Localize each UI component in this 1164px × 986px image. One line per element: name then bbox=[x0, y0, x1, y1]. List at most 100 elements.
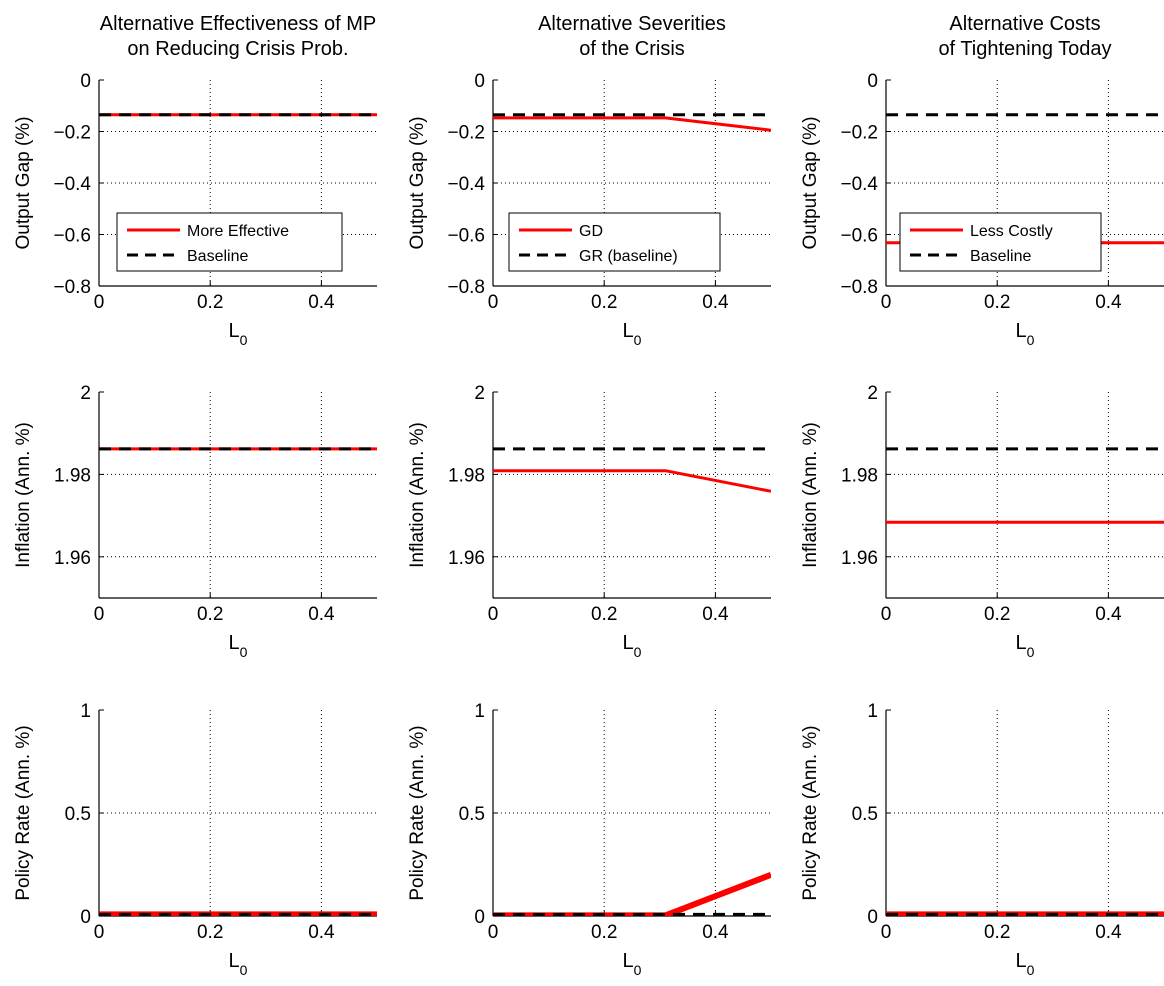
y-tick-label: 1 bbox=[80, 701, 91, 722]
x-tick-label: 0.2 bbox=[984, 604, 1010, 625]
y-tick-label: −0.8 bbox=[447, 277, 485, 298]
x-axis-label: L0 bbox=[623, 950, 642, 978]
y-tick-label: −0.6 bbox=[53, 226, 91, 247]
x-axis-label: L0 bbox=[623, 632, 642, 660]
chart-title-line: of Tightening Today bbox=[938, 38, 1111, 60]
chart-title-line: on Reducing Crisis Prob. bbox=[127, 38, 348, 60]
y-tick-label: 1.96 bbox=[448, 548, 485, 569]
y-tick-label: 0.5 bbox=[852, 804, 878, 825]
legend-box bbox=[508, 212, 721, 272]
legend-label: Baseline bbox=[187, 248, 248, 265]
x-tick-label: 0.2 bbox=[197, 604, 223, 625]
x-tick-label: 0.2 bbox=[197, 292, 223, 313]
y-axis-label: Inflation (Ann. %) bbox=[13, 422, 34, 568]
x-tick-label: 0 bbox=[881, 604, 892, 625]
y-axis-label: Output Gap (%) bbox=[13, 116, 34, 249]
x-tick-label: 0.2 bbox=[984, 292, 1010, 313]
chart-panel-3: 0 0.2 0.4 0 −0.2 −0.4 −0.6 −0.8 Output Gap (%) L0… bbox=[800, 13, 1164, 348]
x-axis-label: L0 bbox=[623, 320, 642, 348]
chart-title-line: Alternative Effectiveness of MP bbox=[100, 13, 376, 35]
y-axis-label: Output Gap (%) bbox=[407, 116, 428, 249]
y-tick-label: 1.96 bbox=[54, 548, 91, 569]
y-axis-label: Policy Rate (Ann. %) bbox=[407, 725, 428, 900]
y-tick-label: 0 bbox=[867, 71, 878, 92]
series-line-1 bbox=[493, 116, 771, 132]
x-tick-label: 0.4 bbox=[308, 292, 335, 313]
y-tick-label: −0.6 bbox=[447, 226, 485, 247]
y-tick-label: −0.4 bbox=[447, 174, 485, 195]
y-tick-label: 0.5 bbox=[459, 804, 485, 825]
x-axis-label: L0 bbox=[1016, 632, 1035, 660]
series-line-1 bbox=[493, 871, 771, 916]
chart-panel-7: 0 0.2 0.4 1 0.5 0 Policy Rate (Ann. %) L0 bbox=[13, 701, 377, 978]
y-tick-label: −0.4 bbox=[840, 174, 878, 195]
x-axis-label: L0 bbox=[229, 950, 248, 978]
legend-box bbox=[116, 212, 343, 272]
y-tick-label: 0 bbox=[867, 907, 878, 928]
x-tick-label: 0.4 bbox=[1095, 604, 1122, 625]
x-tick-label: 0 bbox=[94, 922, 105, 943]
x-axis-label: L0 bbox=[229, 632, 248, 660]
legend: Less Costly Baseline bbox=[899, 212, 1102, 272]
y-tick-label: 1.98 bbox=[448, 465, 485, 486]
x-tick-label: 0 bbox=[94, 604, 105, 625]
x-tick-label: 0.2 bbox=[591, 922, 617, 943]
chart-panel-4: 0 0.2 0.4 2 1.98 1.96 Inflation (Ann. %) L0 bbox=[13, 383, 377, 660]
legend-label: GD bbox=[579, 223, 603, 240]
legend-label: Less Costly bbox=[970, 223, 1053, 240]
chart-panel-8: 0 0.2 0.4 1 0.5 0 Policy Rate (Ann. %) L0 bbox=[407, 701, 771, 978]
chart-panel-1: 0 0.2 0.4 0 −0.2 −0.4 −0.6 −0.8 Output Gap (%) L0… bbox=[13, 13, 377, 348]
y-tick-label: 1.98 bbox=[841, 465, 878, 486]
x-tick-label: 0.2 bbox=[591, 292, 617, 313]
chart-title-line: Alternative Severities bbox=[538, 13, 726, 35]
legend-label: Baseline bbox=[970, 248, 1031, 265]
legend-box bbox=[899, 212, 1102, 272]
y-tick-label: 2 bbox=[867, 383, 878, 404]
x-axis-label: L0 bbox=[1016, 320, 1035, 348]
y-tick-label: 0 bbox=[474, 907, 485, 928]
x-tick-label: 0 bbox=[881, 292, 892, 313]
y-tick-label: 2 bbox=[474, 383, 485, 404]
y-axis-label: Output Gap (%) bbox=[800, 116, 821, 249]
legend-label: GR (baseline) bbox=[579, 248, 678, 265]
chart-panel-6: 0 0.2 0.4 2 1.98 1.96 Inflation (Ann. %) L0 bbox=[800, 383, 1164, 660]
x-tick-label: 0 bbox=[881, 922, 892, 943]
x-tick-label: 0.4 bbox=[308, 604, 335, 625]
y-axis-label: Inflation (Ann. %) bbox=[800, 422, 821, 568]
y-axis-label: Inflation (Ann. %) bbox=[407, 422, 428, 568]
chart-panel-2: 0 0.2 0.4 0 −0.2 −0.4 −0.6 −0.8 Output Gap (%) L0… bbox=[407, 13, 771, 348]
y-tick-label: −0.8 bbox=[840, 277, 878, 298]
chart-title-line: of the Crisis bbox=[579, 38, 685, 60]
y-tick-label: −0.2 bbox=[53, 123, 91, 144]
y-tick-label: 0 bbox=[474, 71, 485, 92]
y-tick-label: 1.96 bbox=[841, 548, 878, 569]
legend: GD GR (baseline) bbox=[508, 212, 721, 272]
y-tick-label: 0 bbox=[80, 71, 91, 92]
x-axis-label: L0 bbox=[1016, 950, 1035, 978]
y-tick-label: 0.5 bbox=[65, 804, 91, 825]
y-tick-label: 1 bbox=[867, 701, 878, 722]
y-tick-label: 0 bbox=[80, 907, 91, 928]
y-axis-label: Policy Rate (Ann. %) bbox=[13, 725, 34, 900]
x-tick-label: 0.4 bbox=[308, 922, 335, 943]
y-tick-label: 2 bbox=[80, 383, 91, 404]
legend-label: More Effective bbox=[187, 223, 289, 240]
x-tick-label: 0.4 bbox=[702, 922, 729, 943]
x-tick-label: 0 bbox=[488, 604, 499, 625]
x-tick-label: 0.4 bbox=[702, 292, 729, 313]
y-tick-label: 1 bbox=[474, 701, 485, 722]
chart-panel-9: 0 0.2 0.4 1 0.5 0 Policy Rate (Ann. %) L0 bbox=[800, 701, 1164, 978]
x-tick-label: 0.2 bbox=[197, 922, 223, 943]
x-tick-label: 0.2 bbox=[984, 922, 1010, 943]
x-tick-label: 0.4 bbox=[1095, 922, 1122, 943]
y-tick-label: 1.98 bbox=[54, 465, 91, 486]
y-tick-label: −0.8 bbox=[53, 277, 91, 298]
x-tick-label: 0.2 bbox=[591, 604, 617, 625]
series-line-1 bbox=[493, 469, 771, 493]
x-tick-label: 0.4 bbox=[1095, 292, 1122, 313]
y-tick-label: −0.2 bbox=[840, 123, 878, 144]
chart-title-line: Alternative Costs bbox=[949, 13, 1100, 35]
chart-panel-5: 0 0.2 0.4 2 1.98 1.96 Inflation (Ann. %) L0 bbox=[407, 383, 771, 660]
x-tick-label: 0 bbox=[94, 292, 105, 313]
